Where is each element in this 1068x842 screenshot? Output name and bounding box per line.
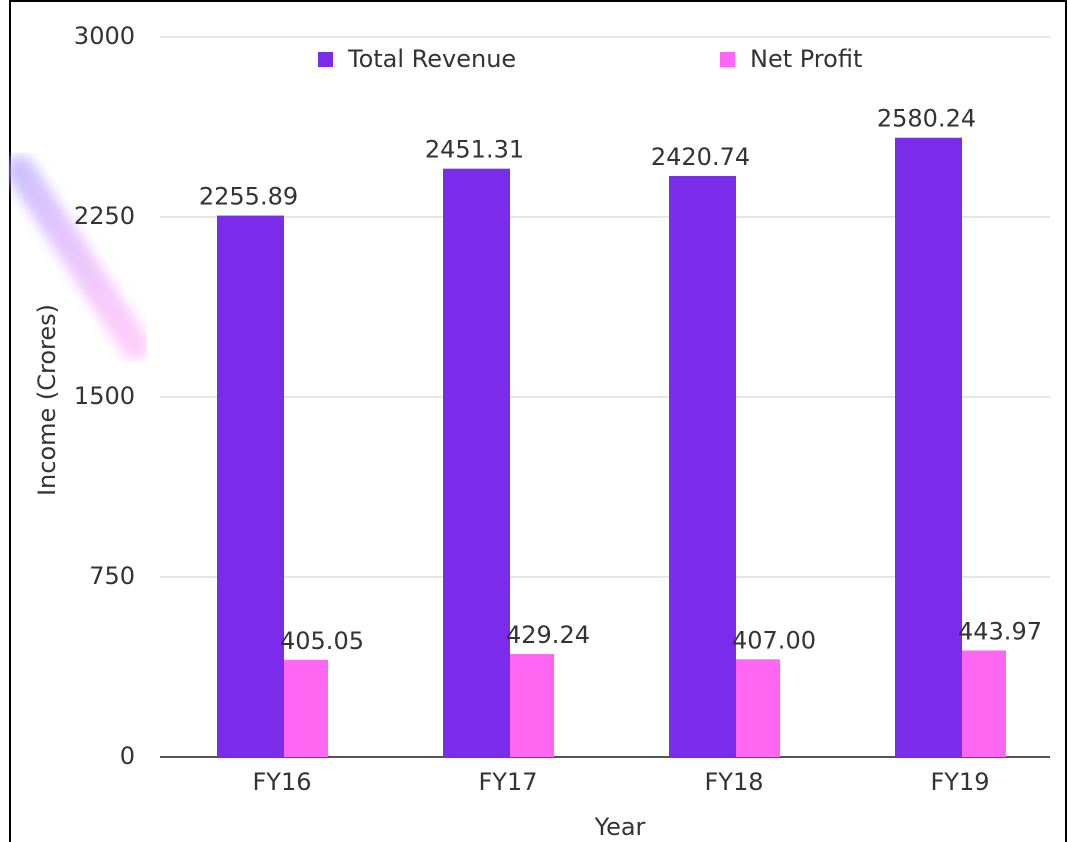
data-label: 429.24	[506, 621, 590, 649]
x-tick-label: FY19	[930, 768, 989, 796]
decoration	[5, 155, 150, 360]
data-label: 407.00	[732, 626, 816, 654]
x-tick-label: FY18	[704, 768, 763, 796]
bar	[510, 653, 554, 757]
data-label: 2420.74	[651, 143, 750, 171]
legend-label: Total Revenue	[347, 45, 516, 73]
x-axis-title: Year	[594, 813, 646, 841]
y-tick-label: 0	[120, 742, 135, 770]
bar	[895, 137, 962, 757]
y-tick-label: 3000	[74, 22, 135, 50]
x-tick-label: FY16	[252, 768, 311, 796]
y-tick-label: 2250	[74, 202, 135, 230]
bar	[217, 215, 284, 757]
bar	[443, 168, 510, 757]
data-label: 443.97	[958, 617, 1042, 645]
bar	[962, 650, 1006, 757]
legend-swatch	[720, 52, 735, 67]
legend-label: Net Profit	[750, 45, 862, 73]
y-axis-title: Income (Crores)	[33, 304, 61, 496]
data-label: 2255.89	[199, 183, 298, 211]
data-label: 2451.31	[425, 136, 524, 164]
data-label: 405.05	[280, 627, 364, 655]
x-tick-label: FY17	[478, 768, 537, 796]
frame	[9, 0, 1067, 842]
bar	[669, 176, 736, 757]
bar	[736, 659, 780, 757]
y-tick-label: 1500	[74, 382, 135, 410]
y-tick-label: 750	[89, 562, 135, 590]
legend-swatch	[318, 52, 333, 67]
bar	[284, 659, 328, 757]
data-label: 2580.24	[877, 105, 976, 133]
